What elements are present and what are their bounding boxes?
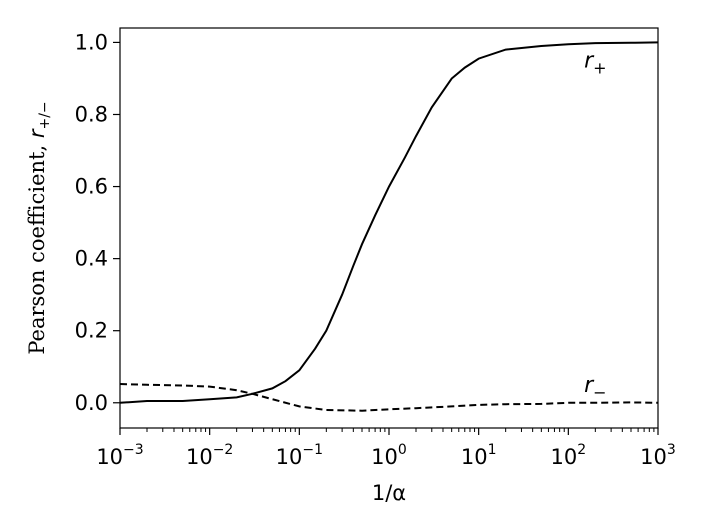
- y-axis-label-subscript: +/−: [37, 101, 53, 129]
- series-line-minus: [119, 383, 659, 412]
- y-axis-label-symbol: r: [25, 128, 49, 138]
- series-line-plus: [119, 41, 659, 404]
- series-layer: [119, 41, 659, 412]
- y-tick-label: 0.2: [75, 319, 108, 343]
- plot-frame: [119, 27, 659, 429]
- y-axis-label-text: Pearson coefficient,: [25, 138, 49, 354]
- x-tick-label: 102: [551, 442, 587, 469]
- annotation-layer: r+ r−: [584, 48, 606, 401]
- y-tick-label: 0.6: [75, 175, 108, 199]
- y-tick-label: 1.0: [75, 30, 108, 54]
- y-axis-label: Pearson coefficient, r+/−: [25, 101, 53, 354]
- x-tick-label: 100: [371, 442, 407, 469]
- x-tick-label: 10−3: [96, 442, 143, 469]
- annotation-r-minus: r−: [584, 373, 606, 402]
- x-tick-label: 101: [461, 442, 497, 469]
- y-axis-ticks: 0.0 0.2 0.4 0.6 0.8 1.0: [75, 30, 120, 415]
- x-tick-label: 10−1: [276, 442, 323, 469]
- x-axis-label: 1/α: [372, 481, 406, 505]
- x-tick-label: 10−2: [186, 442, 233, 469]
- annotation-r-plus: r+: [584, 48, 606, 77]
- x-axis-ticks: 10−3 10−2 10−1 100 101 102 103: [96, 428, 676, 469]
- y-tick-label: 0.0: [75, 391, 108, 415]
- plot-area: [119, 27, 659, 429]
- y-tick-label: 0.8: [75, 102, 108, 126]
- x-tick-label: 103: [640, 442, 676, 469]
- y-tick-label: 0.4: [75, 247, 108, 271]
